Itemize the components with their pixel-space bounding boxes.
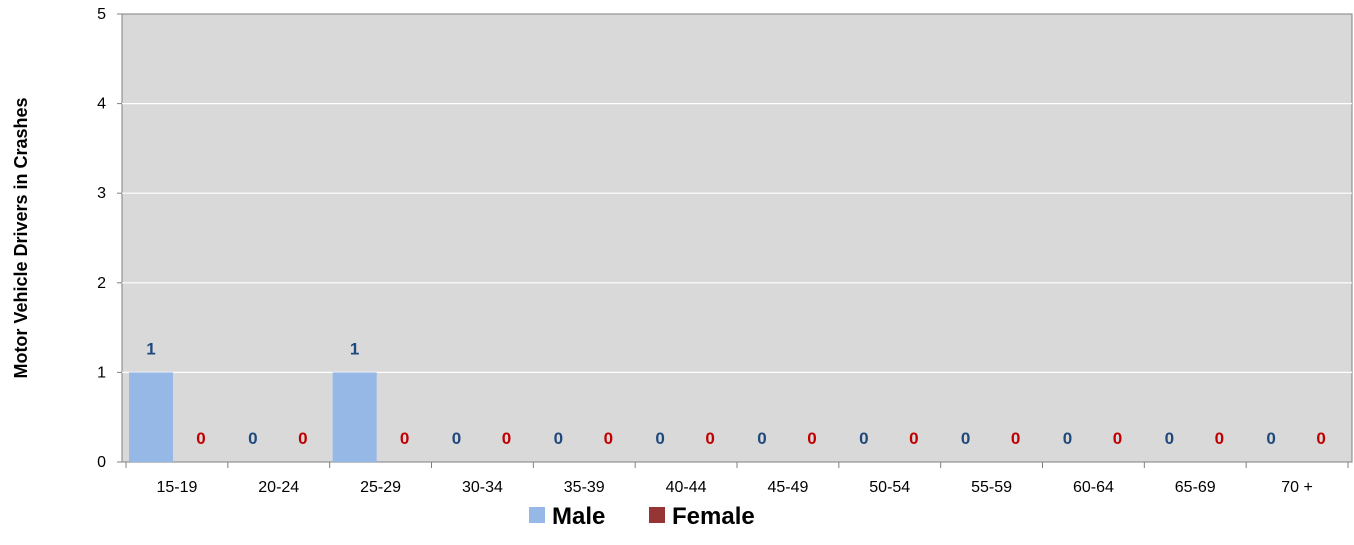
x-tick-label: 35-39 — [564, 479, 605, 496]
y-axis-label: Motor Vehicle Drivers in Crashes — [11, 97, 31, 378]
bars — [129, 372, 377, 462]
y-tick-label: 2 — [97, 275, 106, 292]
x-tick-label: 60-64 — [1073, 479, 1114, 496]
data-label-female: 0 — [705, 429, 714, 448]
data-label-female: 0 — [604, 429, 613, 448]
axes: 0 1 2 3 4 5 15-19 20-24 25-29 30-34 35-39 40-44 45-4… — [97, 6, 1349, 496]
data-label-female: 0 — [1215, 429, 1224, 448]
data-label-male: 0 — [1063, 429, 1072, 448]
data-label-female: 0 — [196, 429, 205, 448]
bar-male — [129, 372, 173, 462]
x-tick-label: 25-29 — [360, 479, 401, 496]
data-labels: 1 0 0 0 1 0 0 0 0 0 0 0 0 0 0 0 0 0 0 0 0 0 0 0 — [146, 339, 1326, 448]
data-label-female: 0 — [1113, 429, 1122, 448]
legend-swatch-female — [649, 507, 665, 523]
plot-area — [121, 13, 1353, 463]
legend-label-male: Male — [552, 503, 605, 530]
data-label-female: 0 — [1316, 429, 1325, 448]
data-label-female: 0 — [807, 429, 816, 448]
data-label-male: 0 — [655, 429, 664, 448]
data-label-male: 0 — [248, 429, 257, 448]
x-tick-label: 20-24 — [258, 479, 299, 496]
y-tick-label: 3 — [97, 185, 106, 202]
x-tick-label: 40-44 — [666, 479, 707, 496]
data-label-male: 0 — [1165, 429, 1174, 448]
data-label-female: 0 — [1011, 429, 1020, 448]
data-label-male: 0 — [859, 429, 868, 448]
x-tick-label: 30-34 — [462, 479, 503, 496]
y-tick-label: 1 — [97, 364, 106, 381]
x-tick-label: 70 + — [1281, 479, 1313, 496]
x-tick-label: 55-59 — [971, 479, 1012, 496]
y-tick-label: 4 — [97, 96, 106, 113]
data-label-male: 0 — [554, 429, 563, 448]
data-label-female: 0 — [502, 429, 511, 448]
bar-male — [332, 372, 377, 462]
data-label-female: 0 — [298, 429, 307, 448]
data-label-male: 0 — [961, 429, 970, 448]
data-label-male: 0 — [1266, 429, 1275, 448]
legend-label-female: Female — [672, 503, 755, 530]
legend-swatch-male — [529, 507, 545, 523]
data-label-female: 0 — [400, 429, 409, 448]
gridlines — [122, 102, 1352, 373]
data-label-male: 0 — [757, 429, 766, 448]
x-tick-label: 50-54 — [869, 479, 910, 496]
y-tick-label: 0 — [97, 454, 106, 471]
legend: Male Female — [529, 503, 755, 530]
data-label-female: 0 — [909, 429, 918, 448]
x-tick-label: 65-69 — [1175, 479, 1216, 496]
data-label-male: 1 — [350, 339, 359, 358]
data-label-male: 0 — [452, 429, 461, 448]
x-tick-label: 45-49 — [767, 479, 808, 496]
y-tick-label: 5 — [97, 6, 106, 23]
data-label-male: 1 — [146, 339, 155, 358]
x-tick-label: 15-19 — [156, 479, 197, 496]
